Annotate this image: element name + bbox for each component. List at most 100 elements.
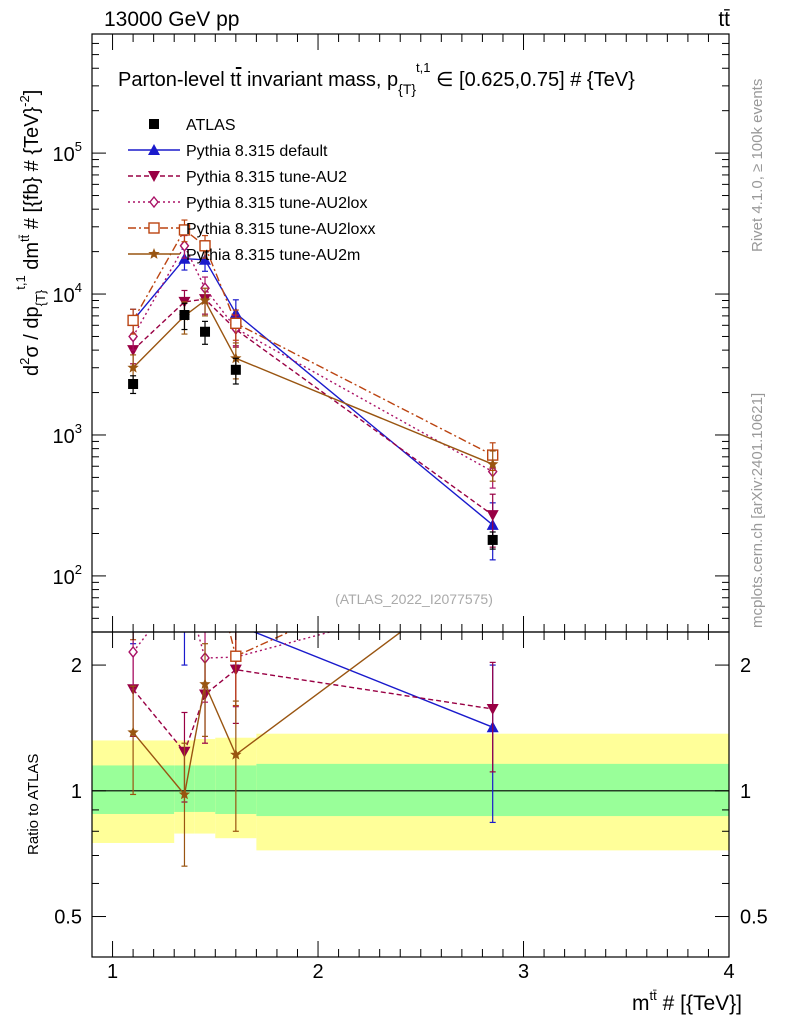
main-point-atlas-0 — [128, 378, 139, 389]
rivet-label: Rivet 4.1.0, ≥ 100k events — [749, 79, 766, 252]
ratio-point-pythia-8-315-tune-au2m-2 — [199, 678, 211, 689]
header-left: 13000 GeV pp — [104, 8, 239, 31]
main-point-atlas-3 — [230, 364, 241, 375]
main-point-pythia-8-315-tune-au2lox-1 — [179, 239, 190, 252]
legend-label-pythia-8-315-tune-au2lox: Pythia 8.315 tune-AU2lox — [186, 195, 367, 212]
xlabel-b: # [{TeV}] — [657, 992, 742, 1015]
header-right: tt̄ — [718, 8, 730, 31]
xtick-label-2: 3 — [518, 961, 529, 983]
legend-marker-pythia-8-315-tune-au2lox — [149, 195, 159, 209]
xlabel-a: m — [632, 992, 650, 1015]
ratio-point-pythia-8-315-tune-au2lox-1 — [180, 581, 188, 591]
main-line-pythia-8-315-tune-au2lox — [132, 244, 494, 473]
ratio-point-pythia-8-315-default-0 — [127, 598, 139, 609]
main-point-pythia-8-315-tune-au2m-4 — [487, 458, 499, 470]
main-point-pythia-8-315-tune-au2-4 — [486, 510, 499, 522]
legend-label-pythia-8-315-default: Pythia 8.315 default — [186, 143, 328, 160]
ylabel-a-sup: 2 — [17, 358, 32, 365]
main-point-pythia-8-315-tune-au2loxx-1 — [178, 224, 191, 236]
main-plot-series — [127, 219, 499, 561]
ylabel-d: # [{fb} # {TeV} — [21, 106, 43, 234]
xlabel-a-sup: tt̄ — [650, 988, 658, 1003]
main-ytick-label-0: 102 — [53, 562, 82, 589]
legend-label-pythia-8-315-tune-au2loxx: Pythia 8.315 tune-AU2loxx — [186, 221, 375, 238]
ratio-point-pythia-8-315-tune-au2loxx-2 — [200, 530, 210, 540]
ratio-point-pythia-8-315-tune-au2m-3 — [230, 748, 242, 760]
ylabel-b-sub: {T} — [33, 289, 48, 306]
ratio-ytick-label-right-2: 2 — [740, 655, 751, 677]
ratio-point-pythia-8-315-tune-au2lox-0 — [128, 645, 138, 659]
legend-entry-pythia-8-315-tune-au2loxx: Pythia 8.315 tune-AU2loxx — [128, 221, 375, 238]
plot-title-pre: Parton-level t — [118, 69, 236, 91]
ratio-ytick-label-right-0: 0.5 — [740, 907, 768, 929]
legend-marker-atlas — [149, 119, 159, 129]
ylabel-b-sup: t,1 — [13, 275, 28, 289]
legend-entry-pythia-8-315-tune-au2lox: Pythia 8.315 tune-AU2lox — [128, 195, 367, 212]
ratio-line-pythia-8-315-default — [252, 632, 493, 728]
main-axes: 102 103 104 105 — [53, 33, 730, 633]
ratio-point-pythia-8-315-tune-au2m-0 — [127, 726, 139, 738]
main-series-pythia-8-315-tune-au2loxx — [127, 219, 499, 472]
xlabel: mtt̄ # [{TeV}] — [632, 988, 742, 1015]
legend-marker-pythia-8-315-tune-au2m — [148, 248, 160, 259]
ratio-point-pythia-8-315-tune-au2loxx-3 — [230, 650, 242, 662]
ratio-point-pythia-8-315-tune-au2m-1 — [178, 788, 191, 800]
legend-marker-pythia-8-315-tune-au2 — [148, 171, 160, 182]
legend-marker-pythia-8-315-tune-au2loxx — [148, 222, 160, 234]
main-point-pythia-8-315-tune-au2m-2 — [199, 294, 211, 306]
main-point-pythia-8-315-tune-au2m-0 — [127, 361, 139, 373]
legend-marker-pythia-8-315-default — [148, 144, 160, 155]
ratio-point-pythia-8-315-tune-au2loxx-1 — [179, 534, 189, 544]
ratio-ytick-label-right-1: 1 — [740, 781, 751, 803]
main-ytick-label-3: 105 — [53, 139, 82, 166]
ratio-ytick-label-left-2: 2 — [71, 655, 82, 677]
ratio-line-pythia-8-315-tune-au2 — [132, 668, 493, 754]
ratio-point-pythia-8-315-tune-au2-4 — [486, 703, 499, 715]
legend: ATLAS Pythia 8.315 default Pythia 8.315 tu… — [128, 117, 375, 264]
ylabel-c: dm — [21, 242, 43, 275]
legend-entry-pythia-8-315-tune-au2m: Pythia 8.315 tune-AU2m — [128, 247, 360, 264]
legend-label-pythia-8-315-tune-au2m: Pythia 8.315 tune-AU2m — [186, 247, 360, 264]
xtick-label-3: 4 — [723, 961, 734, 983]
plot-title-sup: t,1 — [416, 60, 430, 75]
ratio-series-pythia-8-315-tune-au2m — [127, 632, 402, 867]
analysis-watermark: (ATLAS_2022_I2077575) — [335, 591, 493, 607]
main-point-atlas-2 — [200, 326, 211, 337]
ratio-point-pythia-8-315-default-1 — [178, 619, 190, 630]
ratio-ytick-label-left-0: 0.5 — [54, 907, 82, 929]
ylabel-d-sup: -2 — [17, 95, 32, 107]
plot-title-sub: {T} — [398, 81, 416, 97]
main-ylabel: d2σ / dp{T} t,1 dmtt̄ # [{fb} # {TeV}-2] — [13, 90, 48, 376]
legend-entry-atlas: ATLAS — [149, 117, 236, 134]
main-point-pythia-8-315-tune-au2loxx-3 — [230, 317, 242, 330]
main-point-pythia-8-315-tune-au2loxx-0 — [127, 314, 139, 327]
main-point-atlas-4 — [487, 534, 498, 545]
xtick-label-1: 2 — [312, 961, 323, 983]
ylabel-e: ] — [21, 90, 43, 96]
main-point-pythia-8-315-default-2 — [199, 253, 212, 265]
plot-title-post: ∈ [0.625,0.75] # {TeV} — [431, 69, 636, 91]
legend-label-atlas: ATLAS — [186, 117, 236, 134]
main-series-pythia-8-315-default — [127, 248, 499, 561]
ratio-ytick-label-left-1: 1 — [71, 781, 82, 803]
main-series-pythia-8-315-tune-au2 — [127, 286, 499, 548]
xtick-label-0: 1 — [107, 961, 118, 983]
ratio-point-pythia-8-315-default-2 — [199, 574, 211, 585]
plot-title-mid: invariant mass, p — [241, 69, 398, 91]
ratio-plot-series — [127, 530, 499, 867]
ratio-ylabel: Ratio to ATLAS — [25, 754, 42, 855]
ylabel-a: d — [21, 365, 43, 376]
plot-title-tbar: t — [236, 69, 242, 91]
ratio-axes: 0.5 0.5 1 1 2 2 1 2 3 4 — [54, 632, 768, 983]
inner-band-2 — [194, 765, 216, 812]
main-point-atlas-1 — [179, 310, 190, 321]
ylabel-b: σ / dp — [21, 306, 43, 357]
main-ytick-label-2: 104 — [53, 280, 82, 307]
ylabel-c-sup: tt̄ — [17, 234, 32, 242]
main-ytick-label-1: 103 — [53, 421, 82, 448]
ratio-plot-frame — [91, 631, 730, 958]
main-series-atlas — [128, 302, 498, 550]
main-series-pythia-8-315-tune-au2lox — [128, 234, 498, 489]
main-point-pythia-8-315-tune-au2loxx-2 — [199, 240, 211, 252]
